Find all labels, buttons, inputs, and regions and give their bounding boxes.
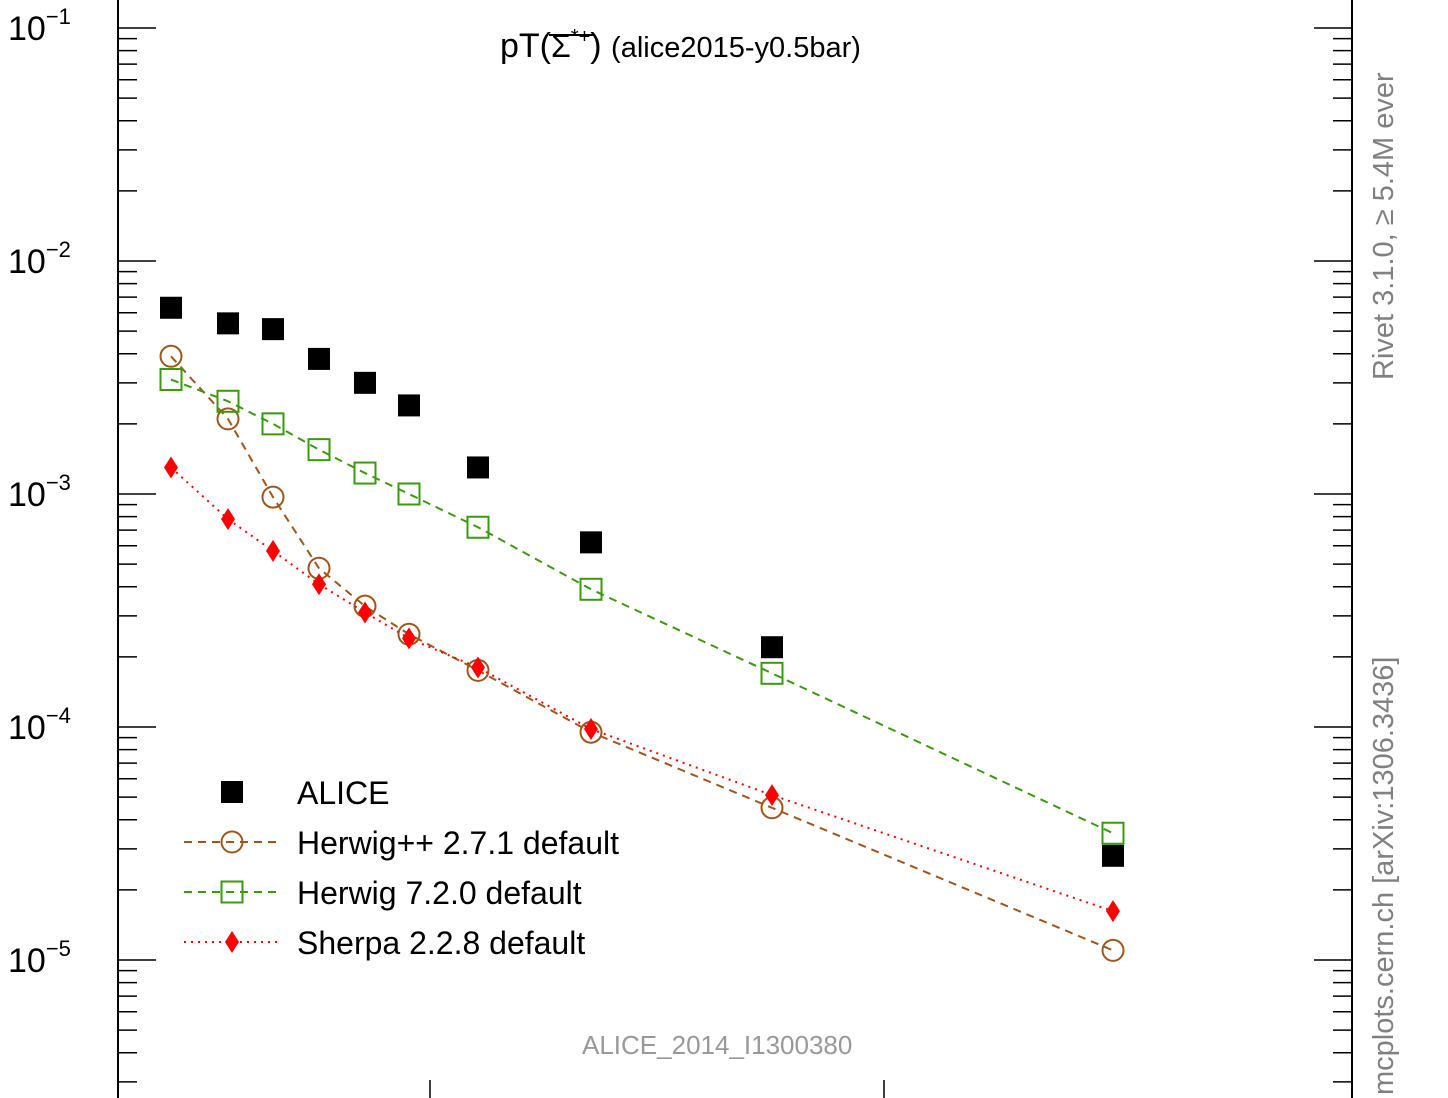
data-point-0 xyxy=(761,636,783,659)
legend: ALICE Herwig++ 2.7.1 default Herwig 7.2.0 … xyxy=(184,775,619,961)
title-superscript: *+ xyxy=(570,26,591,48)
title-subtitle: (alice2015-y0.5bar) xyxy=(611,32,861,64)
mcplots-credit-label: mcplots.cern.ch [arXiv:1306.3436] xyxy=(1368,656,1400,1095)
data-point-3 xyxy=(584,718,598,741)
data-point-0 xyxy=(262,318,284,341)
data-point-0 xyxy=(217,312,239,335)
y-tick-label: 10−4 xyxy=(8,703,71,747)
legend-label: ALICE xyxy=(297,775,389,811)
legend-label: Herwig 7.2.0 default xyxy=(297,875,582,911)
legend-label: Sherpa 2.2.8 default xyxy=(297,925,585,961)
data-point-2 xyxy=(216,389,240,413)
data-point-0 xyxy=(580,531,602,554)
data-point-3 xyxy=(358,601,372,624)
data-point-3 xyxy=(402,627,416,650)
series-lines xyxy=(170,355,1114,952)
y-tick-label: 10−5 xyxy=(8,936,71,980)
data-point-2 xyxy=(261,412,285,436)
analysis-watermark: ALICE_2014_I1300380 xyxy=(582,1030,853,1060)
chart-axes: 10−1 10−2 10−3 10−4 10−5 xyxy=(8,0,1353,1098)
series-markers xyxy=(159,296,1125,962)
chart-title: pT(Σ*+) (alice2015-y0.5bar) xyxy=(500,26,861,66)
data-point-2 xyxy=(159,368,183,392)
data-point-2 xyxy=(307,438,331,462)
data-point-3 xyxy=(471,656,485,679)
title-particle: Σ*+ xyxy=(549,26,595,64)
y-tick-label: 10−2 xyxy=(8,237,71,281)
series-line-2 xyxy=(170,378,1114,835)
data-point-3 xyxy=(221,508,235,531)
legend-marker xyxy=(225,931,239,953)
data-point-3 xyxy=(312,573,326,596)
data-point-2 xyxy=(579,577,603,601)
series-line-1 xyxy=(170,355,1114,952)
data-point-3 xyxy=(765,784,779,807)
data-point-2 xyxy=(760,661,784,685)
data-point-3 xyxy=(1106,900,1120,923)
legend-marker xyxy=(221,781,243,803)
data-point-0 xyxy=(354,371,376,394)
data-point-0 xyxy=(308,347,330,370)
legend-marker xyxy=(220,830,244,854)
y-tick-label: 10−3 xyxy=(8,470,71,514)
data-point-2 xyxy=(466,515,490,539)
data-point-3 xyxy=(164,456,178,479)
data-point-1 xyxy=(1101,938,1125,962)
data-point-2 xyxy=(397,482,421,506)
data-point-0 xyxy=(160,296,182,319)
legend-marker xyxy=(220,880,244,904)
title-prefix: pT( xyxy=(500,27,551,65)
data-point-0 xyxy=(467,456,489,479)
data-point-2 xyxy=(1101,821,1125,845)
data-point-2 xyxy=(353,461,377,485)
legend-label: Herwig++ 2.7.1 default xyxy=(297,825,619,861)
rivet-version-label: Rivet 3.1.0, ≥ 5.4M ever xyxy=(1368,72,1400,380)
title-suffix: ) xyxy=(590,27,602,65)
data-point-0 xyxy=(398,394,420,417)
data-point-1 xyxy=(159,344,183,368)
y-tick-label: 10−1 xyxy=(8,4,71,48)
data-point-1 xyxy=(216,407,240,431)
data-point-1 xyxy=(261,485,285,509)
data-point-0 xyxy=(1102,844,1124,867)
data-point-3 xyxy=(266,539,280,562)
